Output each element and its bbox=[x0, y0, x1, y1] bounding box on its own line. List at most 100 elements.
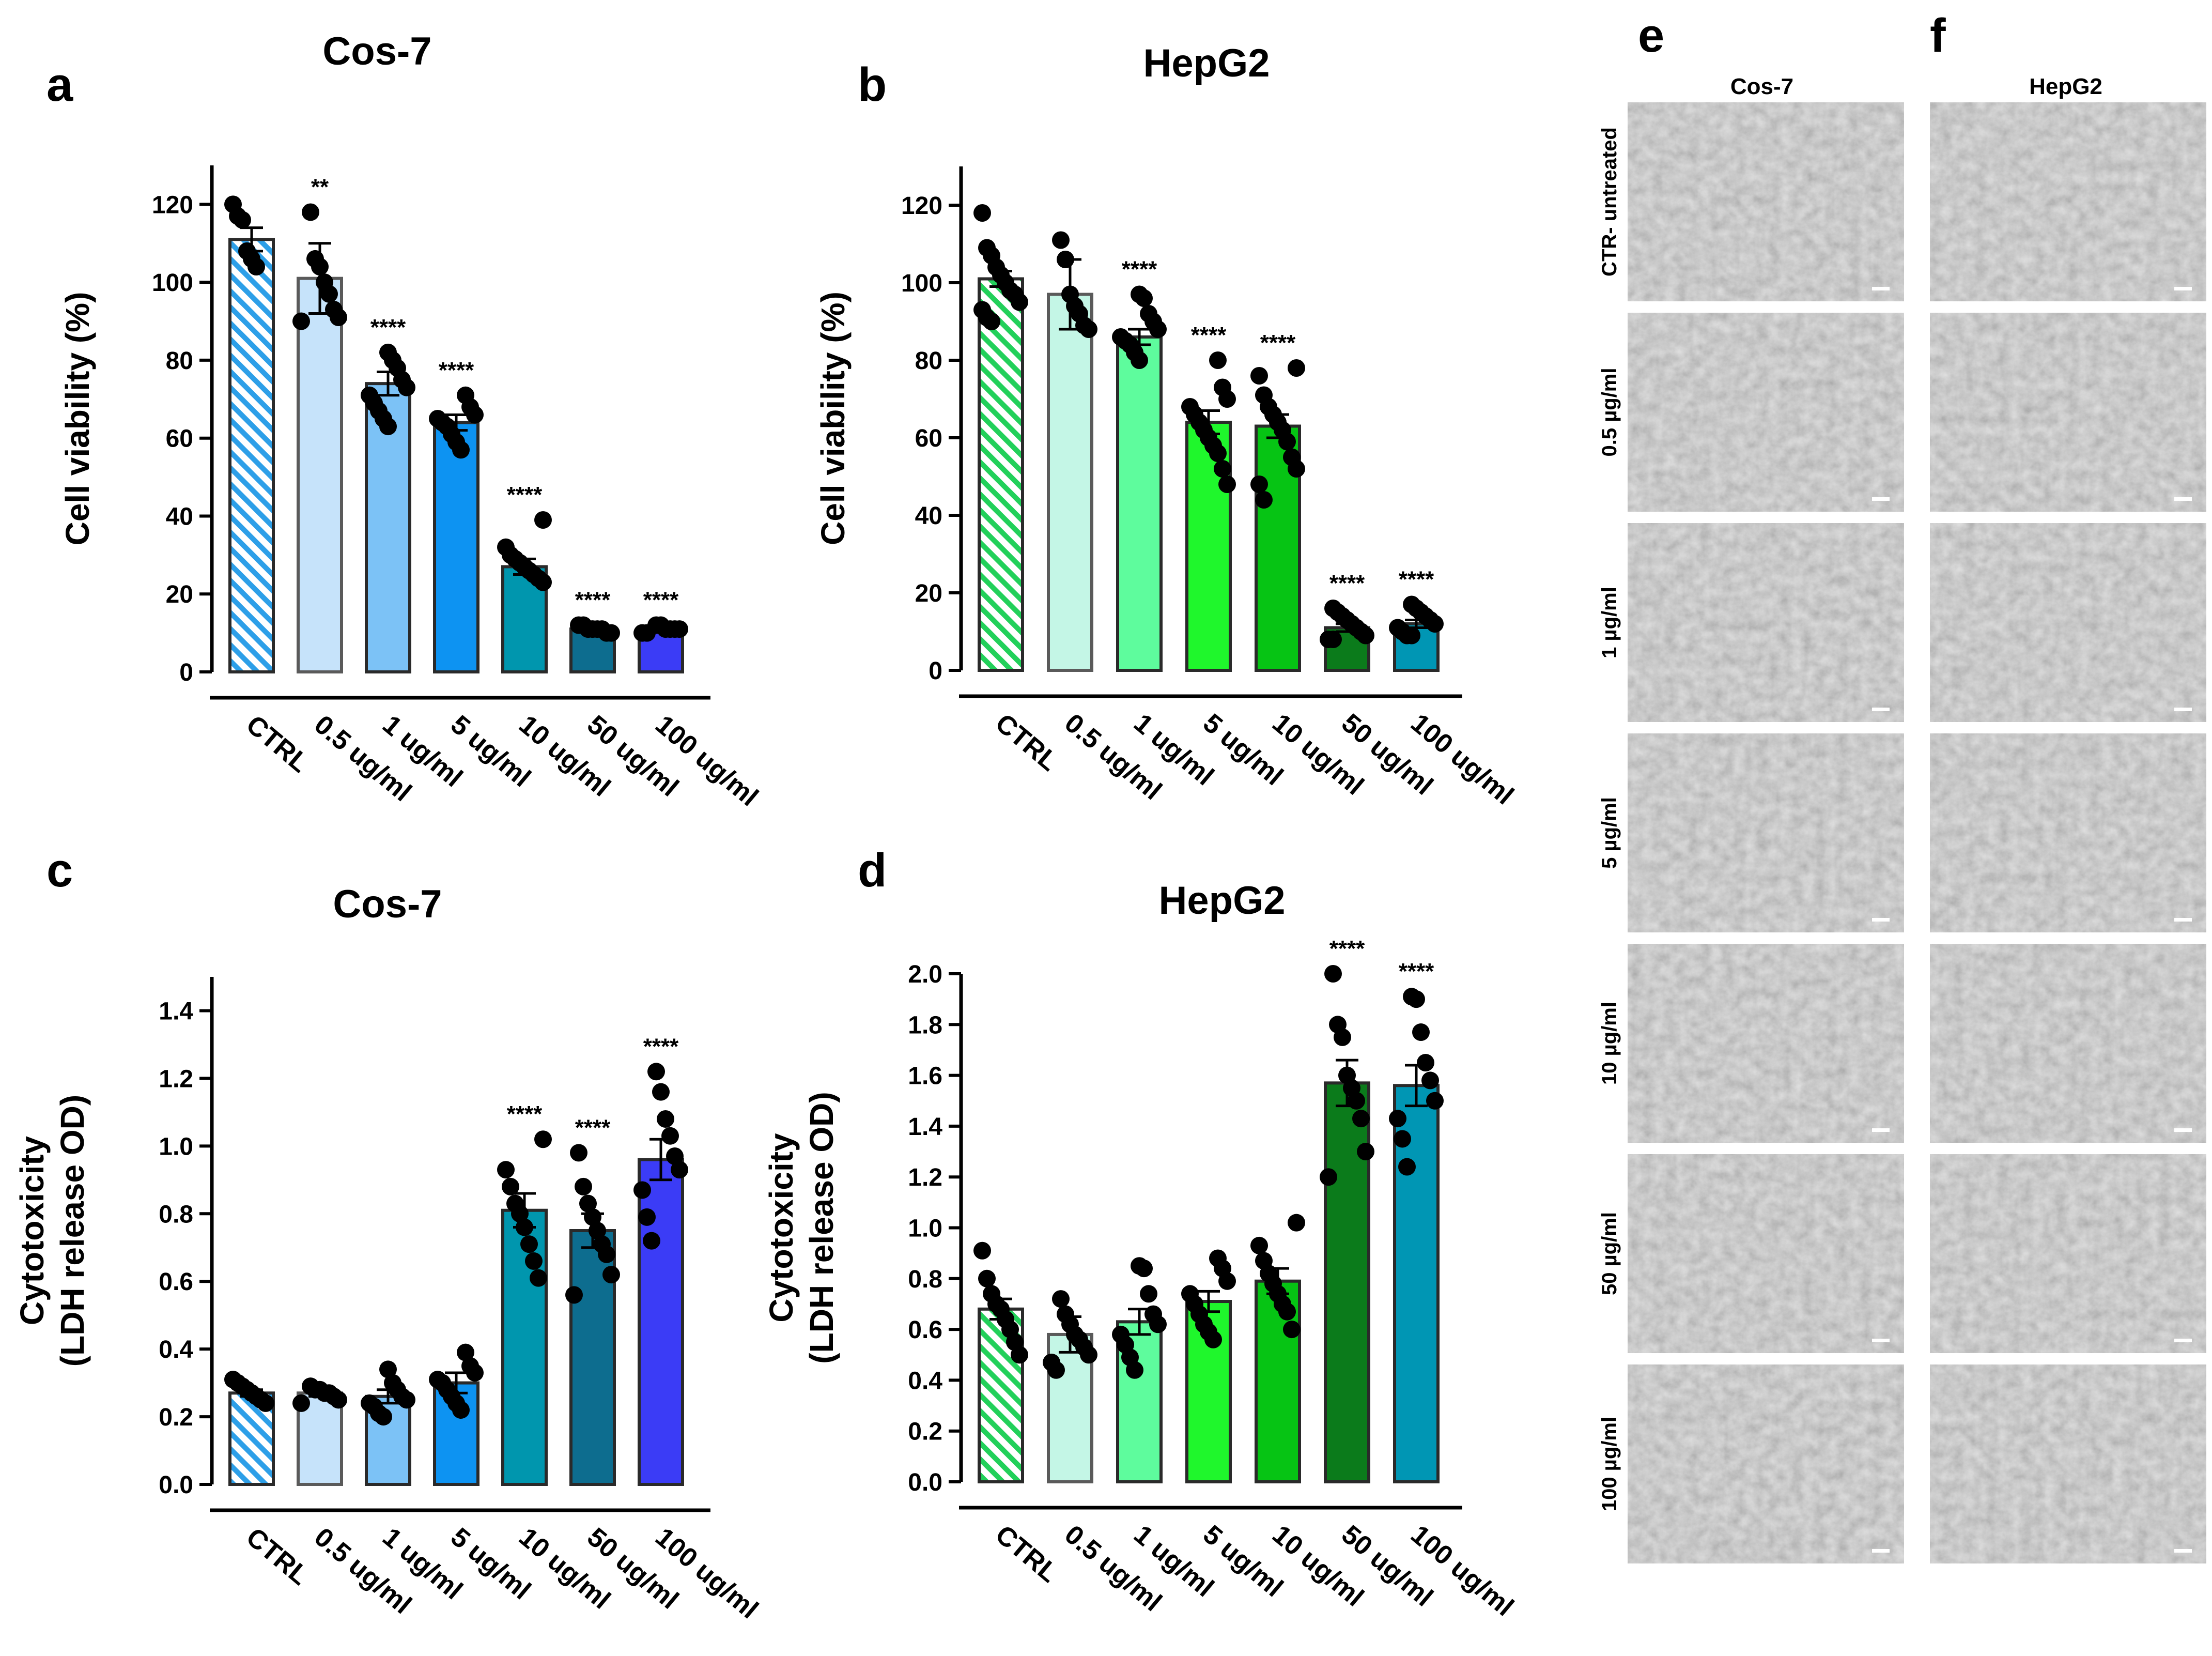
x-category-label: CTRL bbox=[989, 708, 1063, 777]
y-tick-label: 1.4 bbox=[159, 998, 193, 1025]
scale-bar bbox=[2174, 708, 2192, 711]
data-point bbox=[1412, 1023, 1430, 1041]
significance-label: **** bbox=[1329, 571, 1365, 596]
data-point bbox=[1426, 615, 1444, 633]
data-point bbox=[1278, 433, 1296, 451]
data-point bbox=[579, 1194, 597, 1213]
y-tick-label: 0.8 bbox=[908, 1266, 942, 1293]
data-point bbox=[292, 1394, 310, 1412]
data-point bbox=[1324, 965, 1342, 983]
y-tick-label: 120 bbox=[901, 192, 942, 220]
y-tick-label: 1.4 bbox=[908, 1113, 942, 1141]
micrograph-row-label: 50 µg/ml bbox=[1598, 1212, 1621, 1295]
data-point bbox=[534, 511, 552, 529]
micrograph-header-hepg2: HepG2 bbox=[2029, 74, 2102, 99]
data-point bbox=[520, 1235, 538, 1253]
significance-label: **** bbox=[1122, 257, 1157, 282]
data-point bbox=[1288, 359, 1305, 377]
significance-label: **** bbox=[1399, 959, 1434, 984]
y-tick-label: 1.2 bbox=[908, 1164, 942, 1191]
chart-title: Cos-7 bbox=[322, 29, 431, 73]
scale-bar bbox=[1872, 1339, 1890, 1342]
data-point bbox=[1398, 1158, 1416, 1176]
significance-label: **** bbox=[643, 1034, 679, 1059]
data-point bbox=[643, 1232, 660, 1250]
bar bbox=[978, 277, 1024, 672]
data-point bbox=[466, 406, 484, 424]
data-point bbox=[502, 1177, 519, 1195]
bar bbox=[297, 277, 343, 673]
scale-bar bbox=[2174, 1128, 2192, 1132]
data-point bbox=[1052, 1290, 1070, 1308]
data-point bbox=[530, 1269, 547, 1287]
data-point bbox=[598, 1245, 615, 1263]
micrograph-texture bbox=[1930, 1154, 2206, 1353]
data-point bbox=[1348, 1092, 1365, 1110]
data-point bbox=[497, 1161, 515, 1179]
y-tick-label: 1.2 bbox=[159, 1065, 193, 1093]
chart-title: HepG2 bbox=[1143, 41, 1270, 85]
x-category-label: CTRL bbox=[989, 1520, 1063, 1589]
data-point bbox=[973, 204, 991, 222]
data-point bbox=[1352, 1110, 1370, 1128]
data-point bbox=[1426, 1092, 1444, 1110]
data-point bbox=[330, 309, 347, 326]
significance-label: **** bbox=[643, 588, 679, 613]
data-point bbox=[1140, 1285, 1157, 1303]
data-point bbox=[511, 1205, 529, 1223]
data-point bbox=[1417, 1054, 1434, 1072]
data-point bbox=[1149, 1315, 1167, 1333]
data-point bbox=[1278, 1302, 1296, 1321]
data-point bbox=[534, 573, 552, 591]
data-point bbox=[1214, 460, 1231, 478]
y-tick-label: 1.6 bbox=[908, 1063, 942, 1090]
y-tick-label: 0.2 bbox=[908, 1418, 942, 1446]
y-axis-title: (LDH release OD) bbox=[803, 1092, 840, 1363]
micrograph-texture bbox=[1628, 1364, 1904, 1563]
bar bbox=[228, 238, 275, 673]
scale-bar bbox=[2174, 1549, 2192, 1553]
micrograph-row-label: 100 µg/ml bbox=[1598, 1417, 1621, 1511]
significance-label: **** bbox=[370, 315, 406, 340]
y-tick-label: 0.0 bbox=[908, 1469, 942, 1496]
micrograph-header-cos7: Cos-7 bbox=[1730, 74, 1793, 99]
data-point bbox=[638, 1208, 656, 1226]
y-axis-title: Cytotoxicity bbox=[13, 1136, 51, 1325]
data-point bbox=[633, 1181, 651, 1199]
data-point bbox=[320, 285, 338, 303]
y-tick-label: 1.0 bbox=[908, 1215, 942, 1243]
data-point bbox=[1080, 320, 1097, 338]
data-point bbox=[452, 441, 470, 459]
x-category-label: CTRL bbox=[240, 1522, 314, 1591]
bar bbox=[433, 421, 479, 673]
data-point bbox=[1047, 1361, 1065, 1379]
data-point bbox=[1057, 251, 1074, 268]
scale-bar bbox=[1872, 918, 1890, 922]
y-tick-label: 1.8 bbox=[908, 1011, 942, 1039]
micrograph-row-label: 0.5 µg/ml bbox=[1598, 368, 1621, 457]
micrograph-row-label: CTR- untreated bbox=[1598, 127, 1621, 277]
data-point bbox=[330, 1391, 347, 1409]
data-point bbox=[1403, 626, 1420, 645]
y-tick-label: 60 bbox=[166, 425, 193, 453]
y-tick-label: 0 bbox=[929, 657, 942, 685]
y-axis-title: Cell viability (%) bbox=[59, 292, 96, 546]
data-point bbox=[1135, 1260, 1153, 1278]
data-point bbox=[257, 1394, 274, 1412]
data-point bbox=[452, 1401, 470, 1419]
data-point bbox=[1250, 367, 1268, 385]
y-tick-label: 0.2 bbox=[159, 1404, 193, 1431]
y-tick-label: 0 bbox=[179, 659, 193, 686]
x-category-label: CTRL bbox=[240, 710, 314, 779]
data-point bbox=[1218, 1272, 1236, 1290]
micrograph-grid: Cos-7 HepG2 CTR- untreated 0.5 µg/ml 1 µg/… bbox=[1598, 74, 2206, 1563]
y-tick-label: 0.4 bbox=[908, 1367, 942, 1394]
scale-bar bbox=[1872, 1549, 1890, 1553]
micrograph-texture bbox=[1930, 944, 2206, 1143]
significance-label: **** bbox=[507, 482, 543, 508]
data-point bbox=[398, 1391, 415, 1409]
y-tick-label: 2.0 bbox=[908, 961, 942, 988]
significance-label: **** bbox=[1329, 936, 1365, 961]
